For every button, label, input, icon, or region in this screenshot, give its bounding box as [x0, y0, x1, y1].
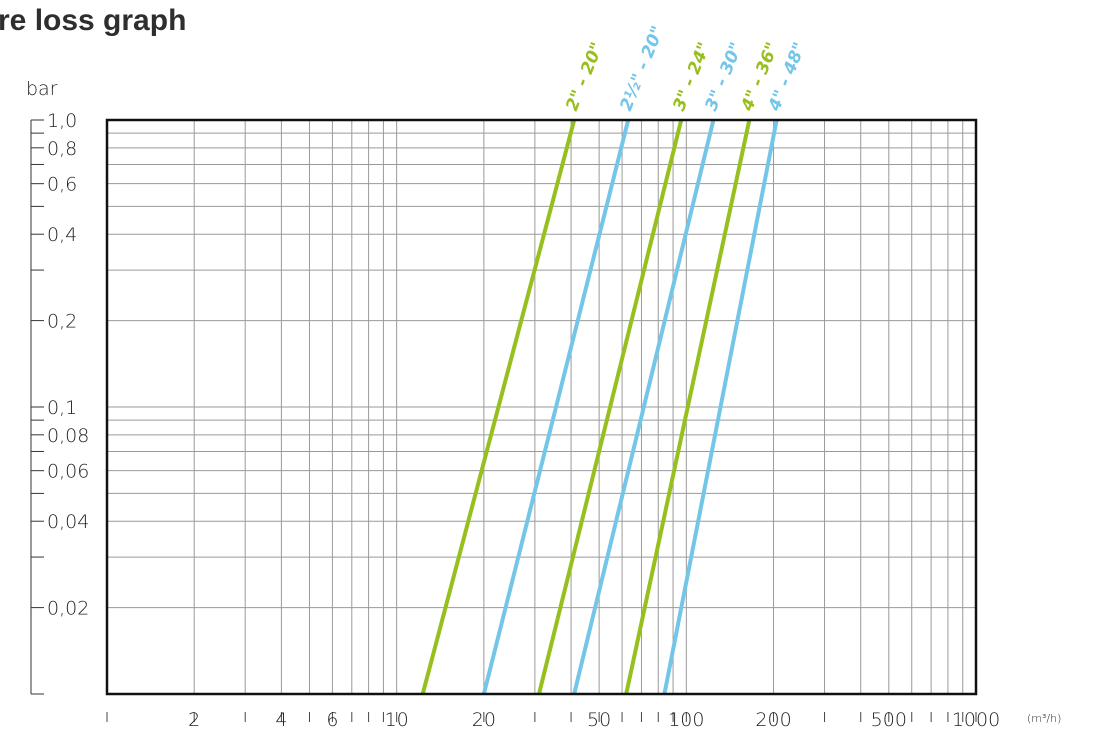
x-tick-label: 4: [275, 709, 287, 731]
x-tick-label: 6: [326, 709, 338, 731]
series-line: [662, 119, 779, 695]
y-tick-label: 0,6: [47, 174, 77, 196]
y-tick-label: 0,02: [47, 598, 89, 620]
x-tick-label: 20: [472, 709, 496, 731]
x-tick-label: 200: [755, 709, 791, 731]
x-axis: 2 4 6 10 20 50 100 200 500 1000: [106, 709, 1000, 731]
series-line: [420, 119, 577, 695]
series-line: [537, 119, 684, 695]
x-tick-label: 50: [587, 709, 611, 731]
y-tick-label: 0,8: [47, 138, 77, 160]
y-axis: 1,0 0,8 0,6 0,4 0,2 0,1 0,08 0,06 0,04 0,02: [30, 110, 89, 695]
series-line: [481, 119, 631, 695]
x-tick-label: 1000: [952, 709, 1000, 731]
series-line: [624, 119, 752, 695]
x-tick-label: 100: [668, 709, 704, 731]
y-tick-label: 0,06: [47, 461, 89, 483]
horizontal-grid: [107, 132, 976, 609]
series-label: 2½" - 20": [616, 23, 668, 114]
plot-frame: [105, 118, 978, 696]
x-tick-label: 500: [871, 709, 907, 731]
y-tick-label: 0,2: [47, 311, 77, 333]
y-tick-label: 0,04: [47, 511, 89, 533]
x-tick-label: 2: [188, 709, 200, 731]
y-tick-label: 0,08: [47, 425, 89, 447]
y-tick-label: 0,4: [47, 224, 77, 246]
chart-title: re loss graph: [0, 4, 187, 37]
x-axis-label: (m³/h): [1027, 712, 1061, 725]
y-tick-label: 1,0: [47, 110, 77, 132]
y-tick-label: 0,1: [47, 397, 77, 419]
series-lines: 2" - 20" 2½" - 20" 3" - 24"3" - 30"4" - 36…: [420, 23, 810, 695]
series-label: 2" - 20": [562, 40, 608, 114]
series-line: [572, 119, 716, 695]
y-axis-label: bar: [26, 78, 58, 100]
x-tick-label: 10: [385, 709, 409, 731]
